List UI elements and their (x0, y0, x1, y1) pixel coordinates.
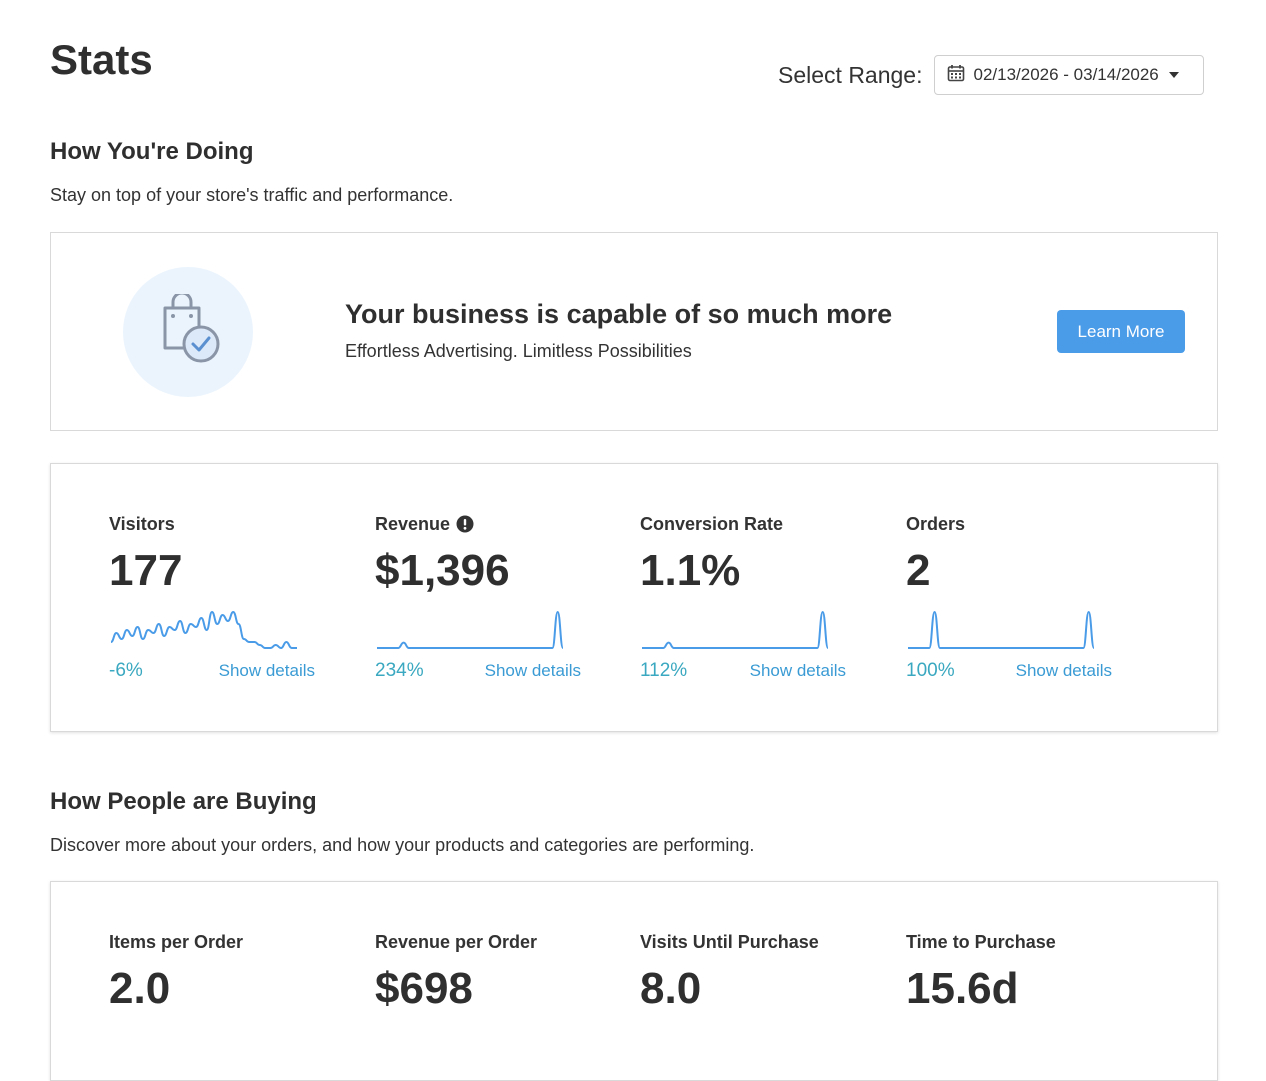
show-details-link-orders[interactable]: Show details (1015, 661, 1112, 680)
metric-value: $1,396 (375, 546, 510, 595)
metric-orders: Orders 2 100% Show details (906, 512, 1146, 682)
range-label: Select Range: (778, 62, 923, 88)
learn-more-button[interactable]: Learn More (1057, 310, 1185, 353)
metric-value: 15.6d (906, 964, 1019, 1013)
sparkline-orders (907, 610, 1095, 649)
metric-change: 234% (375, 660, 424, 681)
metric-change: 100% (906, 660, 955, 681)
metric-label: Orders (906, 513, 966, 534)
chevron-down-icon (1168, 72, 1179, 78)
sparkline-conversion-rate (641, 610, 829, 649)
section-desc-doing: Stay on top of your store's traffic and … (50, 185, 454, 205)
metric-label: Revenue per Order (375, 931, 538, 952)
metric-value: 2.0 (109, 964, 171, 1013)
metric-conversion-rate: Conversion Rate 1.1% 112% Show details (640, 512, 880, 682)
date-range-picker[interactable]: 02/13/2026 - 03/14/2026 (934, 55, 1205, 95)
metric-visitors: Visitors 177 -6% Show details (109, 512, 349, 682)
section-title-doing: How You're Doing (50, 138, 254, 165)
stats-card: Visitors 177 -6% Show details Revenue $1… (50, 463, 1218, 732)
page-title: Stats (50, 36, 153, 83)
metric-items-per-order: Items per Order 2.0 (109, 930, 349, 1014)
buying-card: Items per Order 2.0 Revenue per Order $6… (50, 881, 1218, 1081)
promo-subtitle: Effortless Advertising. Limitless Possib… (345, 341, 692, 361)
metric-value: 2 (906, 546, 931, 595)
promo-card: Your business is capable of so much more… (50, 232, 1218, 431)
metric-revenue: Revenue $1,396 234% Show details (375, 512, 615, 682)
sparkline-path (641, 610, 829, 649)
metric-label: Visitors (109, 513, 175, 534)
metric-value: 177 (109, 546, 183, 595)
show-details-link-revenue[interactable]: Show details (484, 661, 581, 680)
metric-revenue-per-order: Revenue per Order $698 (375, 930, 615, 1014)
metric-value: 1.1% (640, 546, 741, 595)
section-title-buying: How People are Buying (50, 788, 317, 815)
metric-label: Items per Order (109, 931, 244, 952)
promo-illustration (123, 267, 253, 397)
sparkline-path (376, 610, 564, 649)
metric-label: Conversion Rate (640, 513, 784, 534)
metric-label: Time to Purchase (906, 931, 1056, 952)
metric-time-to-purchase: Time to Purchase 15.6d (906, 930, 1146, 1014)
info-circle-icon[interactable] (456, 515, 474, 533)
metric-change: -6% (109, 660, 143, 681)
sparkline-visitors (110, 610, 297, 650)
metric-value: $698 (375, 964, 473, 1013)
metric-visits-until-purchase: Visits Until Purchase 8.0 (640, 930, 880, 1014)
section-desc-buying: Discover more about your orders, and how… (50, 835, 755, 855)
metric-label: Visits Until Purchase (640, 931, 819, 952)
promo-title: Your business is capable of so much more (345, 299, 893, 329)
metric-value: 8.0 (640, 964, 702, 1013)
metric-label: Revenue (375, 512, 615, 536)
show-details-link-conversion-rate[interactable]: Show details (749, 661, 846, 680)
show-details-link-visitors[interactable]: Show details (218, 661, 315, 680)
metric-change: 112% (640, 660, 688, 681)
sparkline-path (907, 610, 1095, 649)
shopping-bag-check-icon (153, 291, 223, 371)
calendar-icon (947, 64, 965, 87)
range-selector: Select Range: 02/13/2026 - 03/14/2026 (778, 54, 1205, 96)
range-value: 02/13/2026 - 03/14/2026 (973, 65, 1159, 84)
sparkline-path (110, 610, 297, 650)
sparkline-revenue (376, 610, 564, 649)
